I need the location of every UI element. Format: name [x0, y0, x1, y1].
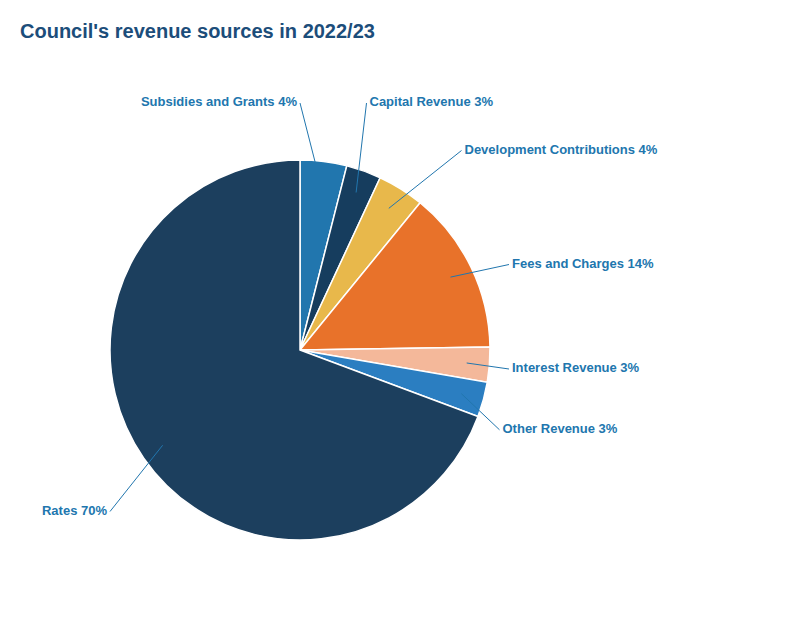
slice-label: Subsidies and Grants 4% — [141, 94, 297, 109]
slices — [110, 160, 490, 540]
labels: Subsidies and Grants 4% Capital Revenue 3… — [42, 94, 658, 518]
slice-label: Capital Revenue 3% — [370, 94, 494, 109]
chart-svg: Council's revenue sources in 2022/23 Subs… — [0, 0, 796, 642]
leader-line — [356, 103, 366, 192]
slice-label: Development Contributions 4% — [465, 142, 658, 157]
slice-label: Rates 70% — [42, 503, 107, 518]
leader-line — [467, 363, 509, 369]
slice-label: Fees and Charges 14% — [512, 256, 654, 271]
leader-line — [450, 265, 509, 278]
chart-title: Council's revenue sources in 2022/23 — [20, 20, 375, 42]
slice-label: Interest Revenue 3% — [512, 360, 640, 375]
slice-label: Other Revenue 3% — [503, 421, 618, 436]
pie-slice — [110, 160, 478, 540]
chart-container: Council's revenue sources in 2022/23 Subs… — [0, 0, 796, 642]
leader-line — [389, 151, 462, 209]
leader-line — [461, 394, 499, 430]
pie-slice — [300, 203, 490, 350]
leader-line — [110, 445, 163, 511]
leader-line — [300, 103, 321, 184]
